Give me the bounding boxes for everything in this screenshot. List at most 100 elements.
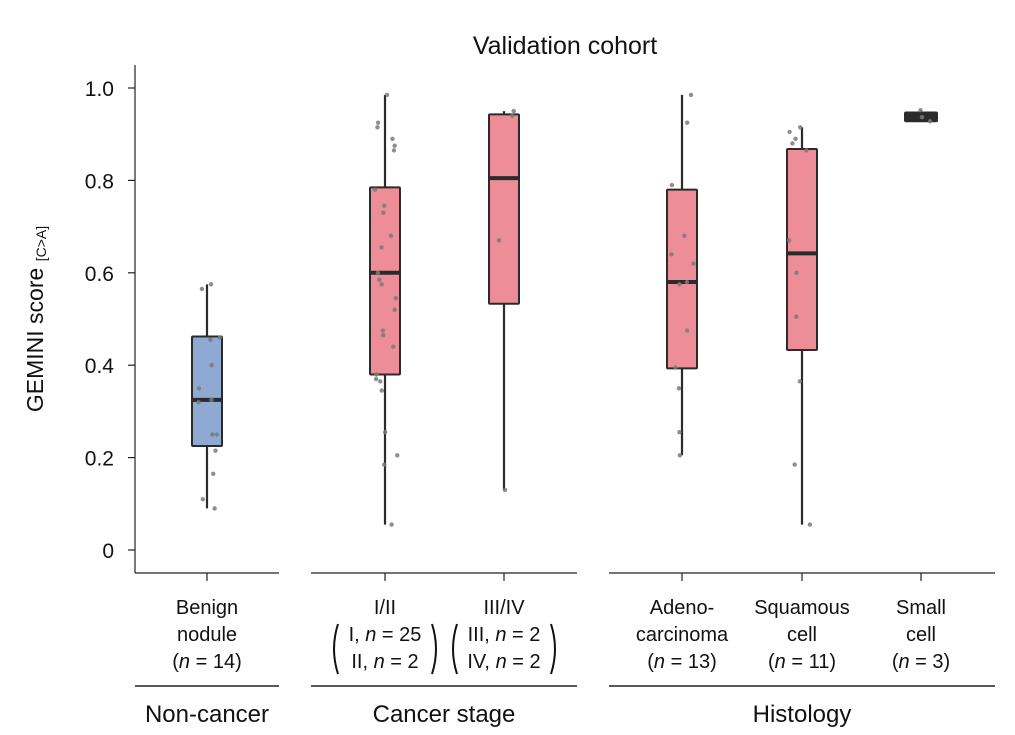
- category-label-part: = 13): [665, 651, 717, 673]
- category-label-part: Squamous: [754, 597, 850, 619]
- category-label-part: cell: [787, 624, 817, 646]
- data-point: [380, 332, 386, 338]
- data-point: [210, 432, 215, 437]
- data-point: [797, 125, 803, 130]
- bracket-right: [550, 623, 556, 675]
- category-label-line: Squamous: [754, 597, 850, 619]
- data-point: [918, 107, 923, 113]
- category-label-line: II, n = 2: [351, 651, 418, 673]
- category-label-part: = 11): [786, 651, 836, 673]
- category-label-line: cell: [906, 624, 936, 646]
- data-point: [794, 270, 799, 275]
- group-label: Non-cancer: [145, 701, 269, 728]
- category-label-line: Small: [896, 597, 946, 619]
- category-label-part: = 2: [507, 651, 541, 673]
- category-label-line: cell: [787, 624, 817, 646]
- category-label-part: Benign: [176, 597, 238, 619]
- category-label-part: = 2: [385, 651, 419, 673]
- bracket-left: [333, 623, 339, 675]
- data-point: [373, 376, 379, 382]
- data-point: [927, 119, 933, 124]
- data-point: [510, 113, 515, 118]
- data-point: [379, 245, 384, 250]
- y-tick-label: 1.0: [85, 78, 114, 101]
- data-point: [389, 522, 394, 527]
- box-iqr: [786, 147, 818, 351]
- data-point: [807, 522, 813, 527]
- category-label-part: n: [654, 651, 665, 673]
- category-label-part: = 3): [910, 651, 951, 673]
- data-point: [794, 314, 799, 319]
- data-point: [374, 372, 379, 377]
- category-label-part: n: [179, 651, 190, 673]
- data-point: [214, 432, 220, 437]
- data-point: [375, 270, 381, 275]
- data-point: [797, 379, 803, 384]
- data-point: [381, 462, 387, 467]
- y-tick-label: 0.2: [85, 448, 114, 471]
- category-label-part: nodule: [177, 624, 237, 646]
- data-point: [211, 471, 216, 476]
- data-point: [682, 233, 687, 239]
- box-squamous: [786, 125, 818, 527]
- category-label-line: nodule: [177, 624, 237, 646]
- data-point: [677, 453, 683, 458]
- data-point: [391, 148, 397, 153]
- data-point: [395, 453, 400, 458]
- category-label-part: (: [892, 651, 899, 673]
- data-point: [502, 487, 508, 493]
- category-label-line: (n = 3): [892, 651, 950, 673]
- data-point: [677, 429, 682, 435]
- chart-title: Validation cohort: [473, 32, 657, 60]
- data-point: [669, 182, 675, 188]
- group-label: Cancer stage: [373, 701, 516, 728]
- y-axis-title-subscript: [C>A]: [33, 226, 49, 261]
- category-label-part: n: [495, 624, 506, 646]
- bracket-right: [431, 623, 437, 675]
- data-point: [379, 388, 385, 393]
- data-point: [199, 286, 205, 292]
- data-point: [200, 496, 205, 502]
- group-label: Histology: [753, 701, 852, 728]
- data-point: [372, 187, 378, 192]
- box-smallcell: [904, 107, 938, 124]
- category-label-part: I/II: [374, 597, 396, 619]
- data-point: [392, 307, 397, 312]
- box-stage12: [369, 92, 401, 527]
- category-label-part: n: [374, 651, 385, 673]
- data-point: [669, 252, 674, 257]
- data-point: [677, 282, 682, 287]
- category-label-part: n: [365, 624, 376, 646]
- box-iqr: [191, 335, 223, 448]
- category-label-part: I,: [349, 624, 366, 646]
- y-tick-label: 0.4: [85, 355, 115, 378]
- data-point: [380, 328, 386, 333]
- box-iqr: [369, 186, 401, 376]
- category-label-part: = 14): [190, 651, 242, 673]
- data-point: [377, 277, 382, 282]
- data-point: [393, 296, 399, 301]
- y-axis-title-main: GEMINI score: [22, 261, 48, 412]
- category-label-part: III/IV: [483, 597, 525, 619]
- data-point: [391, 344, 396, 349]
- data-point: [804, 148, 809, 153]
- category-label-line: (n = 11): [768, 651, 836, 673]
- data-point: [792, 462, 797, 467]
- data-point: [209, 397, 214, 403]
- category-label-part: Adeno-: [650, 597, 715, 619]
- category-label-line: Benign: [176, 597, 238, 619]
- data-point: [790, 141, 795, 146]
- data-point: [379, 282, 384, 287]
- data-point: [375, 125, 380, 130]
- y-tick-label: 0: [102, 540, 114, 563]
- category-label-part: n: [496, 651, 507, 673]
- data-point: [384, 92, 390, 98]
- data-point: [196, 399, 201, 405]
- category-label-line: carcinoma: [636, 624, 729, 646]
- data-point: [212, 506, 217, 511]
- data-point: [375, 120, 381, 125]
- category-label-line: III, n = 2: [468, 624, 541, 646]
- data-point: [684, 328, 690, 333]
- data-point: [213, 448, 218, 453]
- data-point: [673, 365, 678, 370]
